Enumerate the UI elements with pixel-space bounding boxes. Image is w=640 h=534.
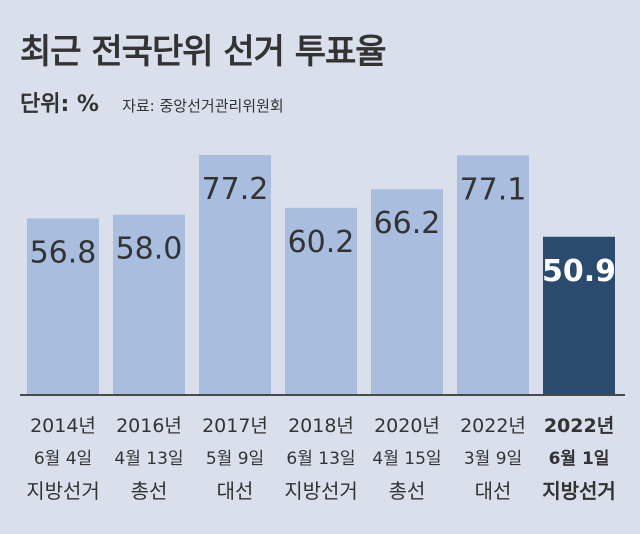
bar [113,214,185,395]
x-tick-type: 대선 [217,479,254,503]
x-tick-date: 6월 1일 [549,449,610,469]
bar [371,189,443,395]
x-tick-year: 2017년 [202,415,268,437]
x-tick-type: 지방선거 [284,479,358,503]
x-tick-type: 총선 [389,479,426,503]
x-tick-date: 3월 9일 [464,449,522,469]
source-label: 자료: 중앙선거관리위원회 [122,97,284,115]
bar-value-label: 50.9 [542,254,616,289]
x-tick-date: 4월 15일 [372,449,441,469]
x-tick-year: 2018년 [288,415,354,437]
bar [543,236,615,395]
x-tick-year: 2014년 [30,415,96,437]
x-tick-date: 6월 4일 [34,449,92,469]
bar [457,155,529,395]
bar-value-label: 56.8 [30,235,97,270]
bar-value-label: 77.2 [202,172,269,207]
x-tick-year: 2022년 [544,415,614,437]
x-tick-year: 2016년 [116,415,182,437]
bar-value-label: 66.2 [374,206,441,241]
x-tick-type: 지방선거 [542,479,616,503]
bar-value-label: 58.0 [116,232,183,267]
x-tick-type: 총선 [131,479,168,503]
bar [27,218,99,395]
x-tick-date: 6월 13일 [286,449,355,469]
bar [285,207,357,395]
x-tick-type: 지방선거 [26,479,100,503]
bar-value-label: 60.2 [288,225,355,260]
unit-label: 단위: % [20,92,99,117]
bar-value-label: 77.1 [460,172,527,207]
x-tick-date: 5월 9일 [206,449,264,469]
x-tick-year: 2020년 [374,415,440,437]
chart-title: 최근 전국단위 선거 투표율 [20,32,387,72]
subtitle-row: 단위: % 자료: 중앙선거관리위원회 [20,86,284,118]
x-tick-date: 4월 13일 [114,449,183,469]
x-tick-type: 대선 [475,479,512,503]
x-tick-year: 2022년 [460,415,526,437]
bar [199,155,271,395]
